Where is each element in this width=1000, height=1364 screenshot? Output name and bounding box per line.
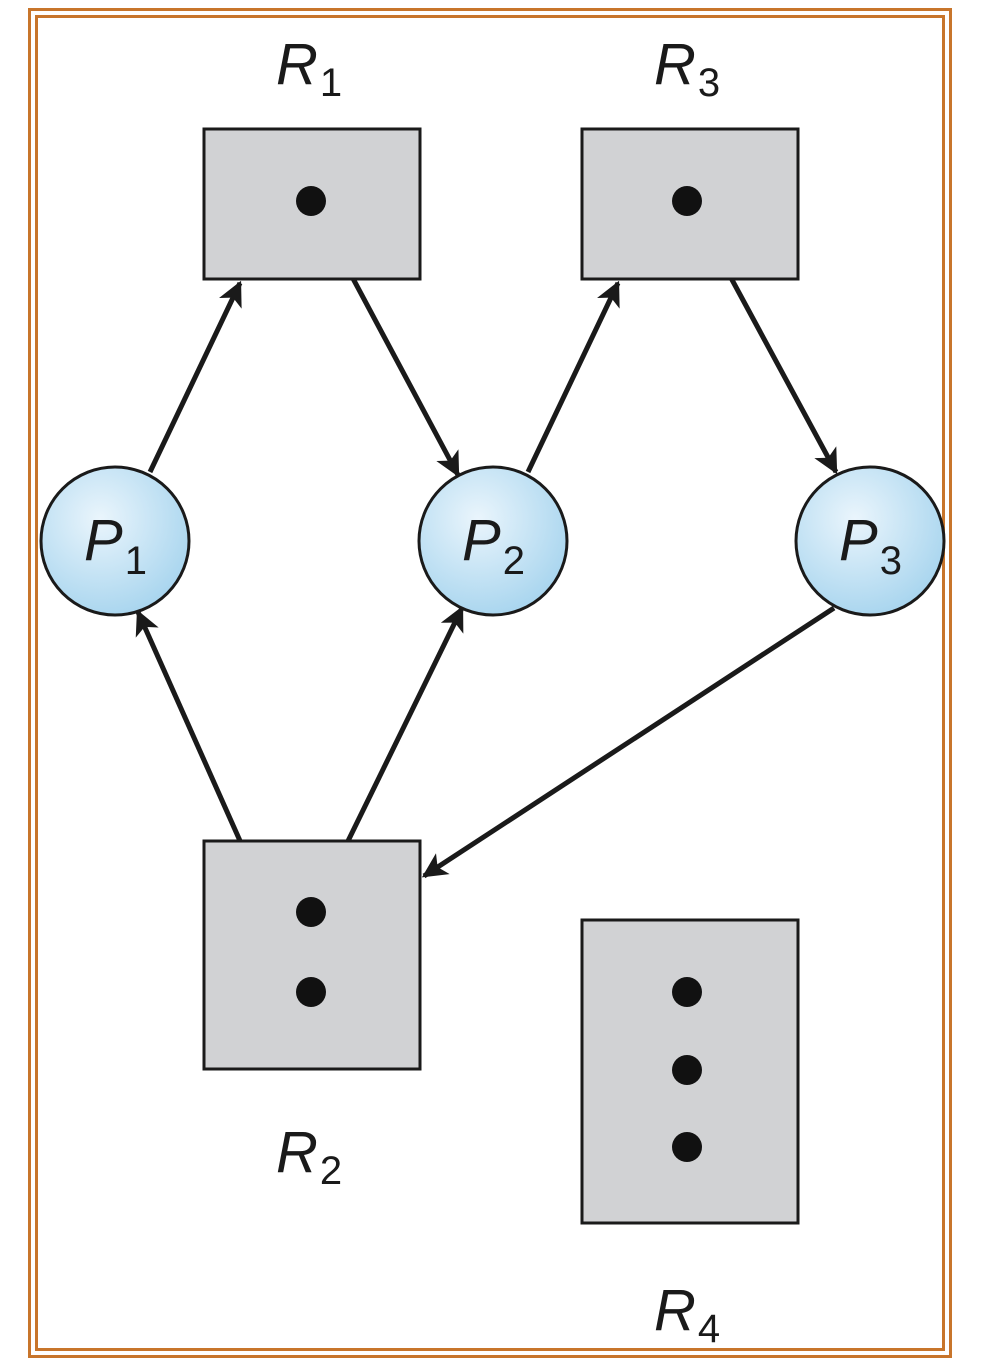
instance-dot — [672, 1055, 702, 1085]
resource-r3-label: R3 — [654, 32, 720, 105]
outer-frame — [28, 8, 952, 1358]
instance-dot — [672, 186, 702, 216]
edge-p1-r1 — [147, 280, 243, 474]
resource-r1: R1 — [202, 32, 422, 281]
resource-r3: R3 — [580, 32, 800, 281]
edge-p3-r2 — [421, 605, 836, 879]
resource-r4: R4 — [580, 918, 800, 1351]
instance-dot — [672, 1132, 702, 1162]
resource-r4-label: R4 — [654, 1278, 720, 1351]
inner-frame — [35, 15, 945, 1351]
process-p1: P1 — [39, 465, 191, 617]
instance-dot — [672, 977, 702, 1007]
resource-r2-label: R2 — [276, 1120, 342, 1193]
process-p2: P2 — [417, 465, 569, 617]
process-p1-label: P1 — [84, 508, 147, 583]
process-p3-label: P3 — [839, 508, 902, 583]
process-p3: P3 — [794, 465, 946, 617]
process-p2-label: P2 — [462, 508, 525, 583]
resource-r2: R2 — [202, 839, 422, 1193]
instance-dot — [296, 897, 326, 927]
instance-dot — [296, 977, 326, 1007]
edge-p2-r3 — [525, 280, 621, 474]
resource-r1-label: R1 — [276, 32, 342, 105]
instance-dot — [296, 186, 326, 216]
